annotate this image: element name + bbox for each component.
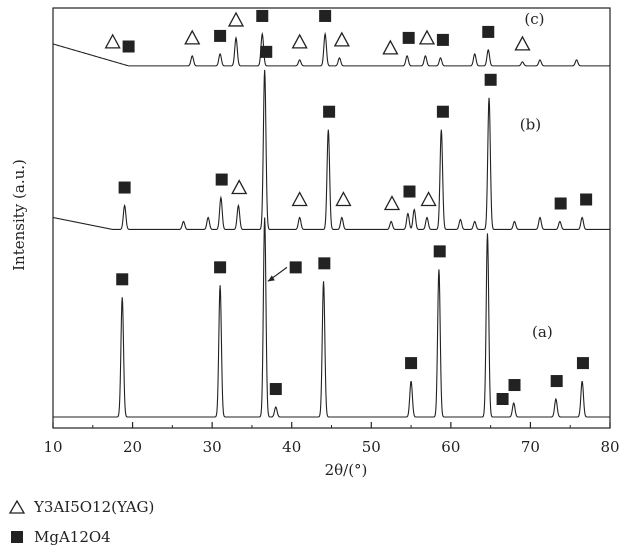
square-marker — [496, 392, 509, 405]
triangle-marker — [231, 179, 248, 195]
square-marker — [508, 379, 521, 392]
square-marker — [402, 31, 415, 44]
square-marker — [289, 261, 302, 274]
triangle-marker — [291, 33, 308, 49]
x-tick-label: 80 — [600, 438, 619, 456]
y-axis-title: Intensity (a.u.) — [10, 159, 28, 271]
triangle-marker — [335, 191, 352, 207]
triangle-marker — [418, 29, 436, 45]
x-tick-label: 20 — [123, 438, 142, 456]
square-marker — [318, 257, 331, 270]
triangle-marker — [291, 191, 308, 207]
square-marker — [323, 105, 336, 118]
triangle-marker — [333, 31, 350, 47]
square-marker — [405, 357, 418, 370]
triangle-marker — [382, 39, 399, 55]
square-marker — [260, 45, 273, 58]
square-marker — [319, 9, 332, 22]
xrd-chart: (a) (b) (c) 10 20 30 40 50 60 70 80 2θ/(°) Intens… — [10, 7, 620, 479]
square-marker — [554, 197, 567, 210]
square-icon — [6, 530, 28, 544]
square-marker — [214, 29, 227, 42]
square-marker — [403, 185, 416, 198]
x-axis-ticks: 10 20 30 40 50 60 70 80 — [43, 422, 620, 456]
triangle-icon — [6, 500, 28, 514]
legend-item-mgal: MgA12O4 — [6, 522, 154, 552]
trace-label-c: (c) — [524, 10, 544, 28]
x-tick-label: 10 — [43, 438, 62, 456]
x-tick-label: 70 — [521, 438, 540, 456]
square-marker — [118, 181, 131, 194]
trace-c — [52, 31, 610, 67]
x-tick-label: 30 — [203, 438, 222, 456]
x-tick-label: 40 — [282, 438, 301, 456]
triangle-marker — [227, 11, 245, 27]
x-axis-title: 2θ/(°) — [325, 461, 368, 479]
phase-markers — [104, 9, 593, 405]
square-marker — [484, 73, 497, 86]
x-tick-label: 50 — [362, 438, 381, 456]
trace-b — [52, 69, 610, 231]
square-marker — [214, 261, 227, 274]
triangle-marker — [184, 29, 201, 45]
square-marker — [122, 40, 135, 53]
square-marker — [550, 375, 563, 388]
square-marker — [436, 105, 449, 118]
x-tick-label: 60 — [441, 438, 460, 456]
square-marker — [576, 357, 589, 370]
square-marker — [433, 245, 446, 258]
triangle-marker — [514, 35, 531, 51]
annotation-arrowhead — [267, 275, 275, 282]
legend-label-yag: Y3AI5O12(YAG) — [34, 498, 155, 516]
square-marker — [580, 193, 593, 206]
square-marker — [436, 33, 449, 46]
square-marker — [482, 25, 495, 38]
triangle-marker — [383, 195, 401, 211]
annotations: (a) (b) (c) — [267, 10, 553, 341]
legend-item-yag: Y3AI5O12(YAG) — [6, 492, 154, 522]
legend-label-mgal: MgA12O4 — [34, 528, 111, 546]
triangle-marker — [420, 191, 437, 207]
trace-label-a: (a) — [532, 323, 553, 341]
square-marker — [256, 9, 269, 22]
trace-a — [53, 217, 610, 418]
square-marker — [116, 273, 129, 286]
square-marker — [269, 383, 282, 396]
traces — [52, 31, 610, 418]
legend: Y3AI5O12(YAG) MgA12O4 — [6, 492, 154, 552]
triangle-marker — [104, 33, 121, 49]
square-marker — [215, 173, 228, 186]
trace-label-b: (b) — [520, 115, 541, 133]
